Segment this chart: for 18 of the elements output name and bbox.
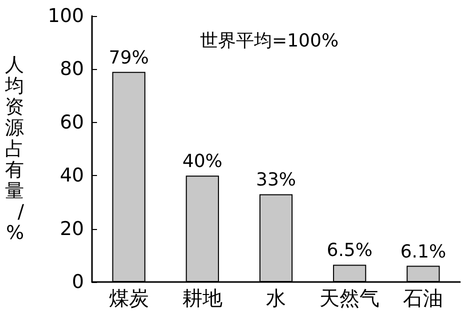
text: 人均资源占有量/% [5, 54, 24, 244]
data-label: 6.5% [326, 240, 372, 262]
annotation: 世界平均=100% [200, 30, 339, 52]
x-tick-label: 天然气 [320, 286, 380, 310]
y-tick-label: 0 [72, 271, 84, 293]
y-tick-label: 100 [48, 5, 84, 27]
data-label: 33% [256, 170, 296, 191]
y-tick-label: 60 [60, 111, 84, 134]
y-tick-label: 80 [60, 58, 84, 80]
x-tick-label: 水 [266, 286, 286, 310]
x-tick-label: 耕地 [182, 286, 222, 310]
x-tick-label: 煤炭 [108, 286, 149, 310]
x-tick-label: 石油 [403, 286, 444, 310]
data-label: 40% [182, 151, 222, 172]
data-label: 79% [108, 47, 149, 68]
y-tick-label: 40 [60, 164, 84, 187]
y-tick-label: 20 [60, 218, 84, 240]
data-label: 6.1% [400, 241, 446, 262]
